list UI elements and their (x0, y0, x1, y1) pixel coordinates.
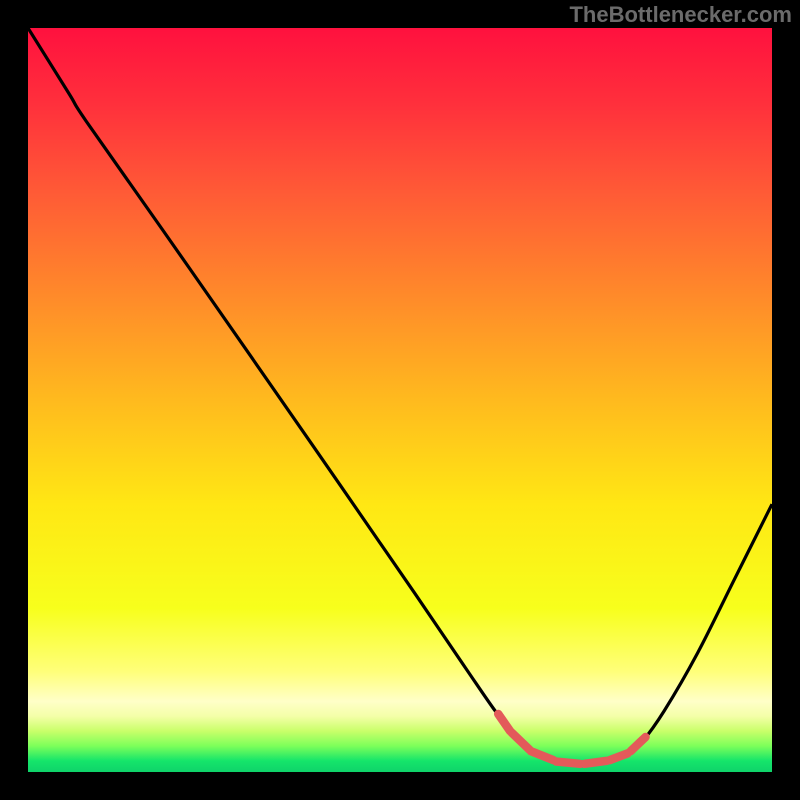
gradient-line-chart (28, 28, 772, 772)
gradient-background (28, 28, 772, 772)
watermark-text: TheBottlenecker.com (569, 2, 792, 28)
chart-frame: TheBottlenecker.com (0, 0, 800, 800)
